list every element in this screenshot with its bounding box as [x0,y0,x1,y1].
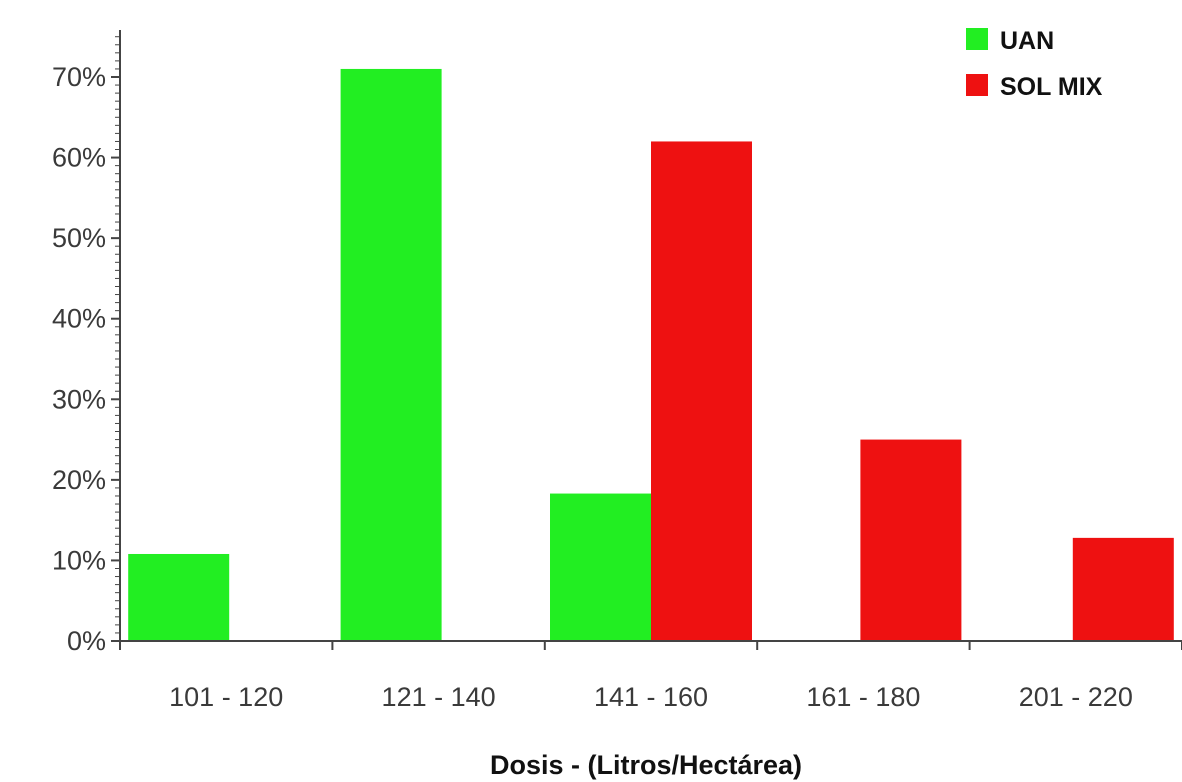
bar-uan-1 [128,553,230,641]
y-tick-label: 50% [52,223,106,253]
x-tick-label: 101 - 120 [169,682,283,712]
y-tick-label: 0% [67,626,106,656]
y-tick-label: 30% [52,384,106,414]
x-tick-label: 161 - 180 [806,682,920,712]
bars-group [128,68,1174,641]
bar-uan-3 [550,493,651,641]
x-axis-title: Dosis - (Litros/Hectárea) [490,750,802,780]
y-tick-label: 10% [52,545,106,575]
bar-sol-mix-4 [860,439,962,641]
y-tick-label: 20% [52,465,106,495]
legend-label-uan: UAN [1000,27,1054,55]
legend-swatch-sol-mix [966,74,988,96]
axes-group: 0% 10% 20% 30% 40% 50% 60% 70% 101 - 120 121 - 14… [52,30,1182,712]
y-tick-label: 40% [52,304,106,334]
x-tick-label: 121 - 140 [382,682,496,712]
bar-sol-mix-5 [1072,537,1174,641]
legend-label-sol-mix: SOL MIX [1000,73,1103,101]
legend: UAN SOL MIX [966,27,1103,101]
bar-sol-mix-3 [651,141,752,641]
y-tick-label: 60% [52,143,106,173]
x-tick-label: 201 - 220 [1019,682,1133,712]
y-tick-label: 70% [52,62,106,92]
x-tick-label: 141 - 160 [594,682,708,712]
legend-swatch-uan [966,28,988,50]
bar-uan-2 [340,68,442,641]
